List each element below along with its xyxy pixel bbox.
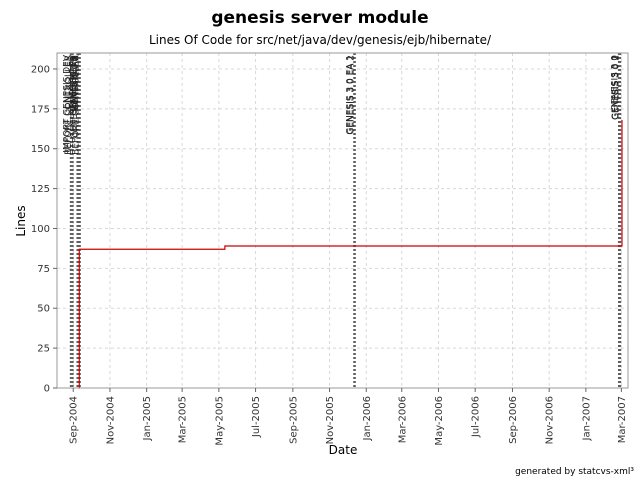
x-tick-label: Mar-2006 bbox=[397, 396, 408, 443]
tag-marker-label: BEFORE CONTROLLER bbox=[64, 55, 74, 155]
x-axis-label: Date bbox=[329, 443, 358, 457]
x-tick-label: Jan-2006 bbox=[362, 396, 373, 441]
x-tick-label: Nov-2005 bbox=[325, 396, 336, 444]
x-tick-label: Sep-2006 bbox=[508, 396, 519, 444]
x-tick-label: Nov-2004 bbox=[105, 396, 116, 444]
x-tick-label: Mar-2007 bbox=[617, 396, 628, 443]
tag-marker-label: GENESIS 3 0 EA 2 bbox=[346, 55, 356, 135]
footer-credit: generated by statcvs-xml³ bbox=[515, 467, 634, 477]
tag-marker-label: IMPORT GENESIS DEV bbox=[62, 54, 72, 153]
y-axis: 0 25 50 75 100 125 150 175 200 bbox=[31, 64, 57, 395]
tag-marker-label: GENESIS 0 2 bbox=[71, 55, 81, 111]
y-tick-label: 50 bbox=[37, 304, 50, 315]
y-tick-label: 0 bbox=[44, 384, 50, 395]
x-tick-label: Jan-2007 bbox=[581, 396, 592, 441]
grid-layer bbox=[57, 53, 628, 389]
y-tick-label: 175 bbox=[31, 104, 50, 115]
y-tick-label: 150 bbox=[31, 144, 50, 155]
y-tick-label: 75 bbox=[37, 264, 50, 275]
x-tick-label: Nov-2006 bbox=[545, 396, 556, 444]
tag-marker-label: GENESIS 3 0 EA 1 bbox=[346, 55, 356, 135]
y-tick-label: 25 bbox=[37, 344, 50, 355]
tag-marker-label: BEFORE CONTROLLER bbox=[71, 55, 81, 155]
x-tick-label: May-2005 bbox=[214, 396, 225, 446]
x-tick-label: Jul-2005 bbox=[251, 396, 262, 438]
x-tick-label: Sep-2005 bbox=[288, 396, 299, 444]
tag-marker-label: GENESIS DEV bbox=[69, 54, 79, 116]
tag-marker-label: GENESIS 0 1 BEAN bbox=[70, 55, 80, 139]
x-tick-label: Sep-2004 bbox=[69, 396, 80, 444]
y-tick-label: 125 bbox=[31, 184, 50, 195]
x-tick-label: May-2006 bbox=[434, 396, 445, 446]
y-tick-label: 200 bbox=[31, 64, 50, 75]
chart-title: genesis server module bbox=[211, 8, 428, 28]
tag-marker-label: GENESIS 3 0 1 bbox=[611, 55, 621, 120]
y-tick-label: 100 bbox=[31, 224, 50, 235]
x-axis: Sep-2004 Nov-2004 Jan-2005 Mar-2005 May-2005… bbox=[69, 388, 628, 446]
x-tick-label: Jul-2006 bbox=[471, 396, 482, 438]
tag-marker-label: GENESIS 0 1 bbox=[70, 55, 80, 111]
tag-marker-label: GENESIS 3 0 bbox=[610, 55, 620, 112]
series-layer bbox=[78, 120, 623, 389]
chart-subtitle: Lines Of Code for src/net/java/dev/genes… bbox=[149, 33, 492, 47]
plot-frame bbox=[56, 52, 629, 389]
series-line bbox=[78, 120, 623, 389]
x-tick-label: Mar-2005 bbox=[178, 396, 189, 443]
x-tick-label: Jan-2005 bbox=[142, 396, 153, 441]
y-axis-label: Lines bbox=[14, 205, 28, 236]
tag-marker-label: GENESIS 3 0 2 bbox=[612, 55, 622, 120]
